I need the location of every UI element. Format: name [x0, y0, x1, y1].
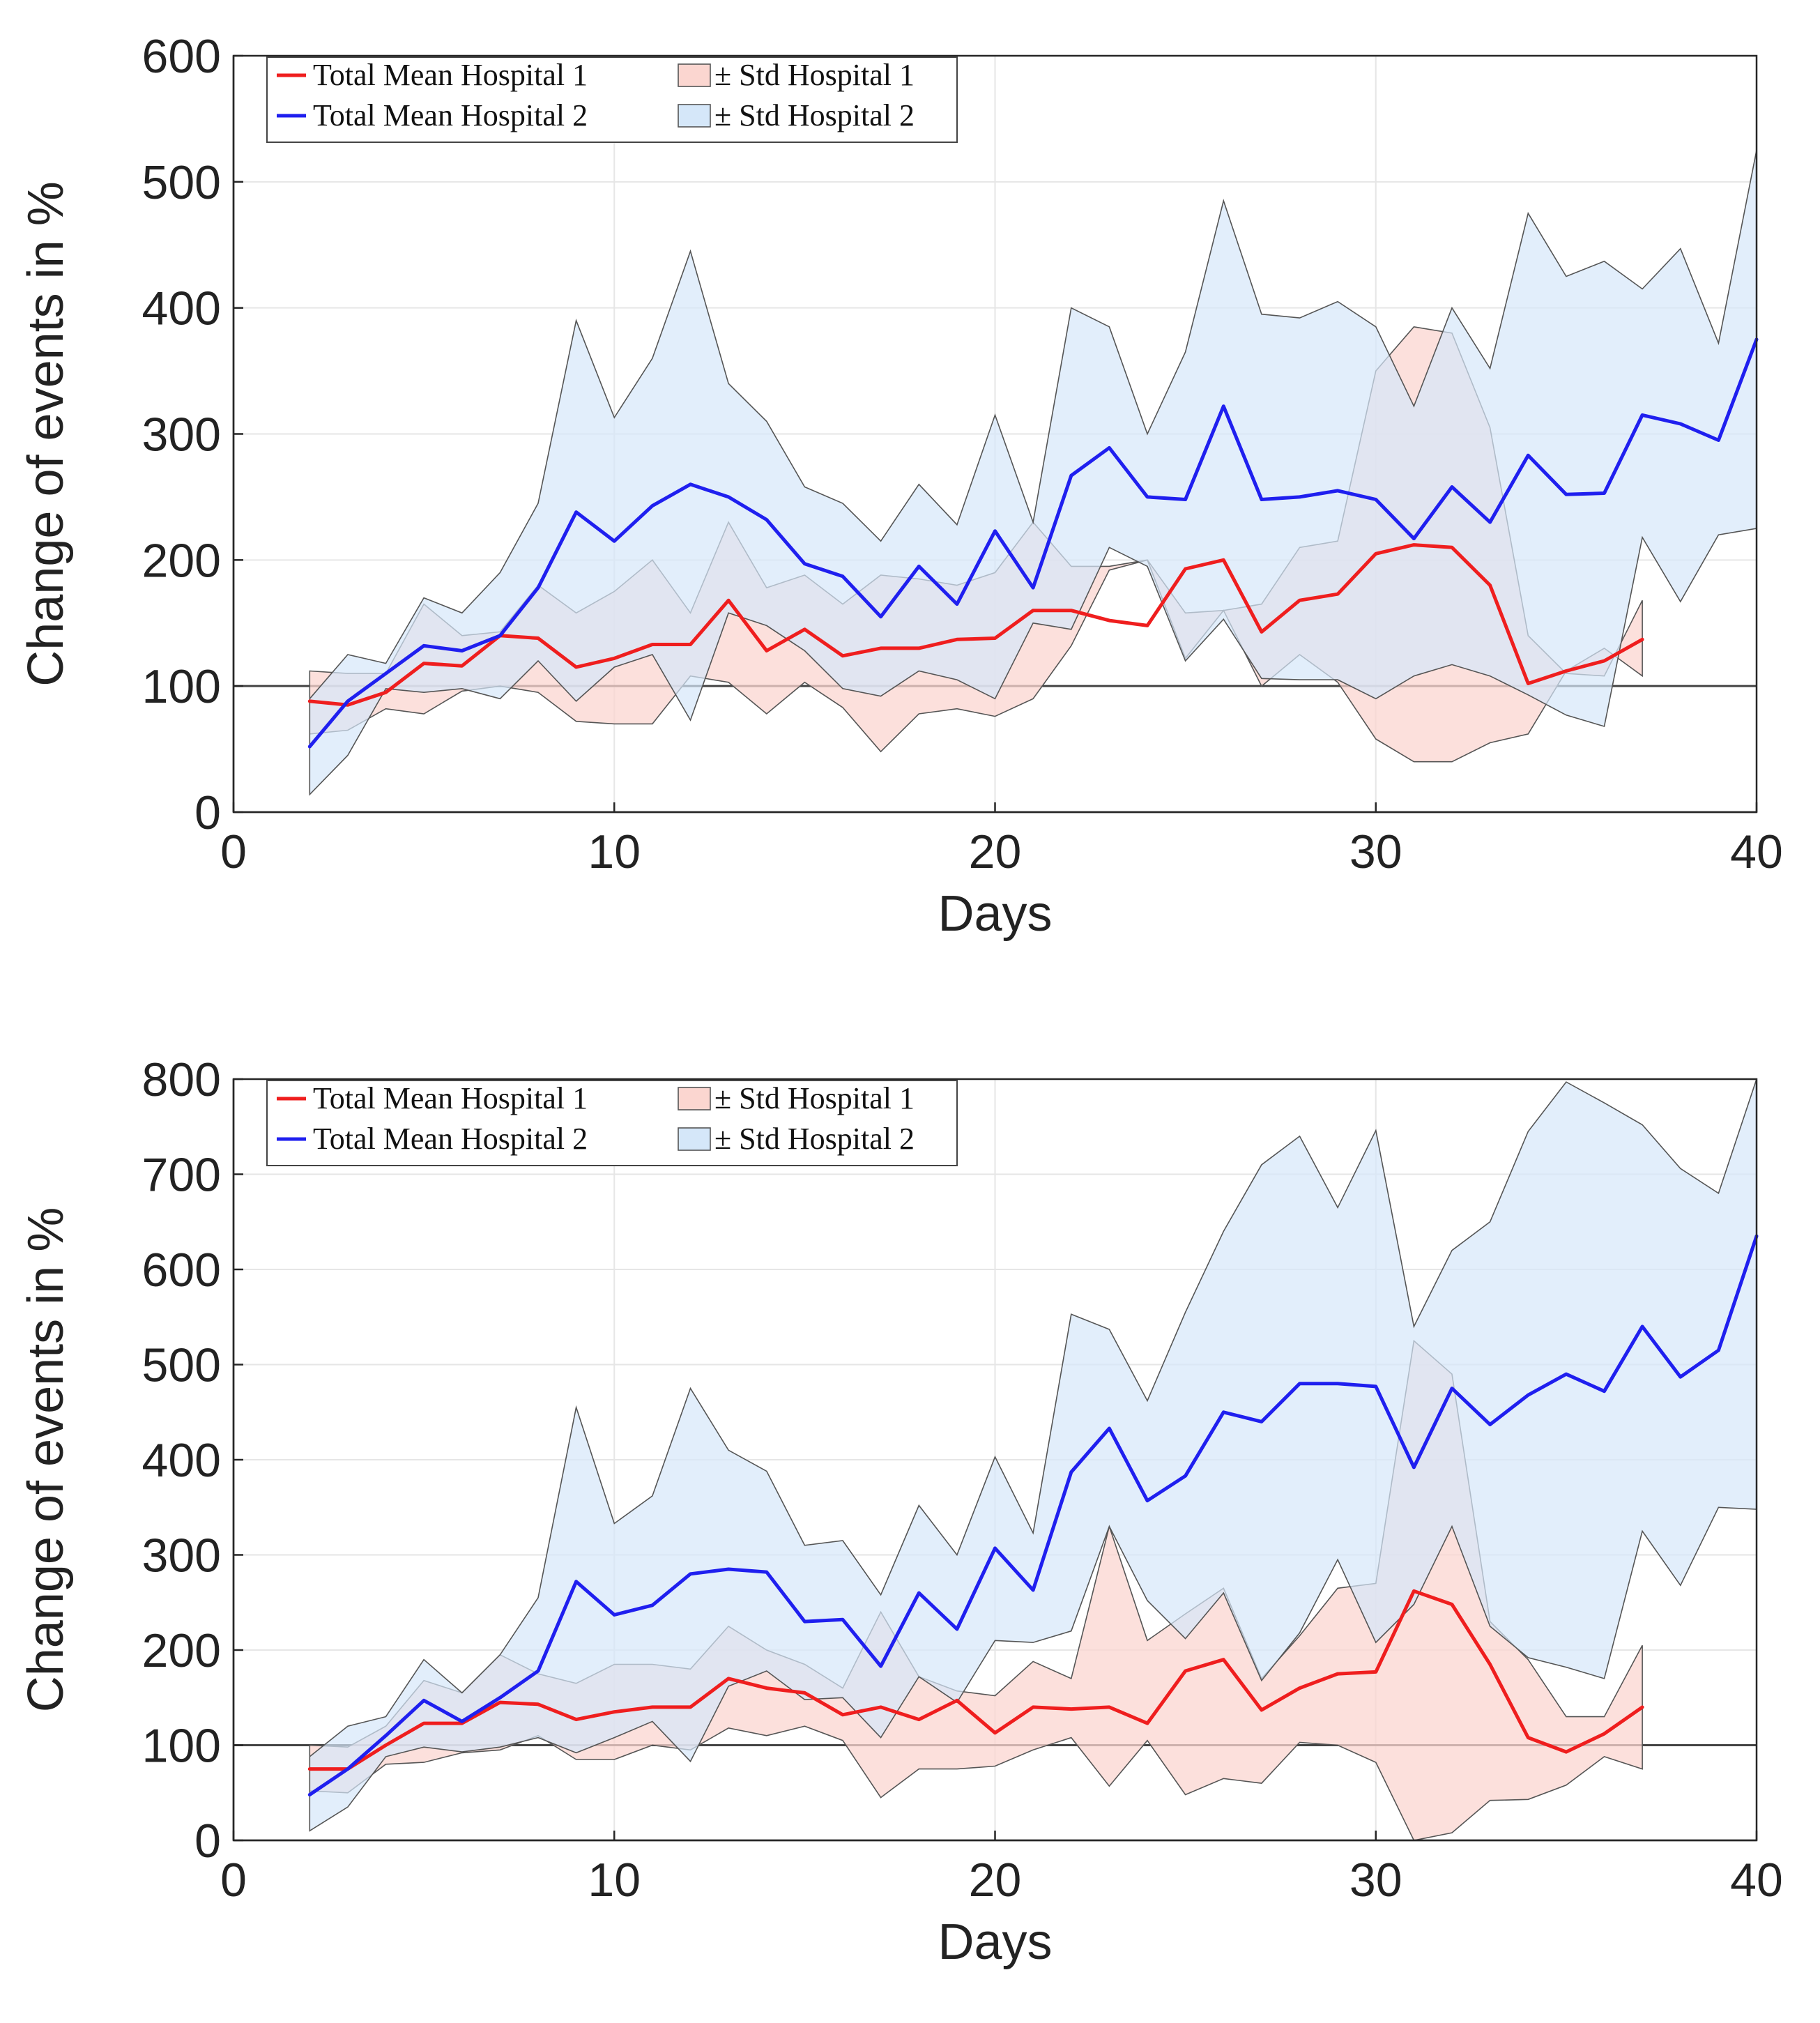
- legend-label-std-h2-top: ± Std Hospital 2: [714, 98, 915, 132]
- y-tick-label-400: 400: [142, 282, 221, 335]
- y-tick-label-400: 400: [142, 1434, 221, 1487]
- x-tick-label-20: 20: [969, 825, 1022, 878]
- x-tick-label-20: 20: [969, 1854, 1022, 1907]
- x-tick-label-10: 10: [588, 825, 641, 878]
- mean-line-hospital-2: [307, 337, 1759, 749]
- mean-line-hospital-1: [307, 543, 1644, 707]
- mean-lines-top: [307, 337, 1759, 749]
- legend-label-mean-h2-top: Total Mean Hospital 2: [313, 98, 588, 132]
- y-tick-label-600: 600: [142, 1244, 221, 1297]
- legend-label-mean-h1-bottom: Total Mean Hospital 1: [313, 1081, 588, 1115]
- legend-top: Total Mean Hospital 1 ± Std Hospital 1 T…: [266, 56, 958, 143]
- y-tick-label-500: 500: [142, 1339, 221, 1392]
- x-tick-label-0: 0: [220, 825, 247, 878]
- x-axis-title-top: Days: [938, 886, 1052, 942]
- axes-bottom: [232, 1078, 1758, 1842]
- mean-line-hospital-2: [307, 1234, 1759, 1796]
- y-tick-label-0: 0: [194, 1815, 221, 1868]
- legend-swatch-std-h2-bottom: [678, 1127, 711, 1151]
- y-tick-label-800: 800: [142, 1053, 221, 1106]
- legend-frame-top: [266, 56, 958, 143]
- y-axis-title-bottom: Change of events in %: [18, 1207, 74, 1712]
- x-tick-label-30: 30: [1349, 825, 1402, 878]
- mean-lines-bottom: [307, 1234, 1759, 1796]
- legend-bottom: Total Mean Hospital 1 ± Std Hospital 1 T…: [266, 1080, 958, 1166]
- y-tick-label-500: 500: [142, 156, 221, 209]
- legend-label-std-h1-bottom: ± Std Hospital 1: [714, 1081, 915, 1115]
- y-tick-label-300: 300: [142, 1529, 221, 1582]
- legend-label-mean-h1-top: Total Mean Hospital 1: [313, 58, 588, 92]
- axes-top: [232, 54, 1758, 814]
- y-tick-label-700: 700: [142, 1149, 221, 1202]
- std-bands-top: [309, 150, 1757, 796]
- y-tick-label-200: 200: [142, 1624, 221, 1677]
- x-tick-label-0: 0: [220, 1854, 247, 1907]
- legend-label-std-h2-bottom: ± Std Hospital 2: [714, 1122, 915, 1156]
- y-tick-label-0: 0: [194, 786, 221, 839]
- y-tick-label-300: 300: [142, 409, 221, 461]
- x-tick-label-40: 40: [1730, 825, 1783, 878]
- x-tick-label-30: 30: [1349, 1854, 1402, 1907]
- legend-frame-bottom: [266, 1080, 958, 1166]
- y-tick-label-100: 100: [142, 1720, 221, 1773]
- y-tick-label-100: 100: [142, 660, 221, 713]
- x-tick-label-40: 40: [1730, 1854, 1783, 1907]
- legend-swatch-std-h2-top: [678, 104, 711, 128]
- y-tick-label-200: 200: [142, 534, 221, 587]
- legend-swatch-std-h1-top: [678, 63, 711, 87]
- legend-label-std-h1-top: ± Std Hospital 1: [714, 58, 915, 92]
- y-axis-title-top: Change of events in %: [18, 181, 74, 686]
- legend-swatch-std-h1-bottom: [678, 1087, 711, 1110]
- y-tick-label-600: 600: [142, 30, 221, 83]
- legend-label-mean-h2-bottom: Total Mean Hospital 2: [313, 1122, 588, 1156]
- mean-line-hospital-1: [307, 1589, 1644, 1771]
- x-tick-label-10: 10: [588, 1854, 641, 1907]
- x-axis-title-bottom: Days: [938, 1914, 1052, 1970]
